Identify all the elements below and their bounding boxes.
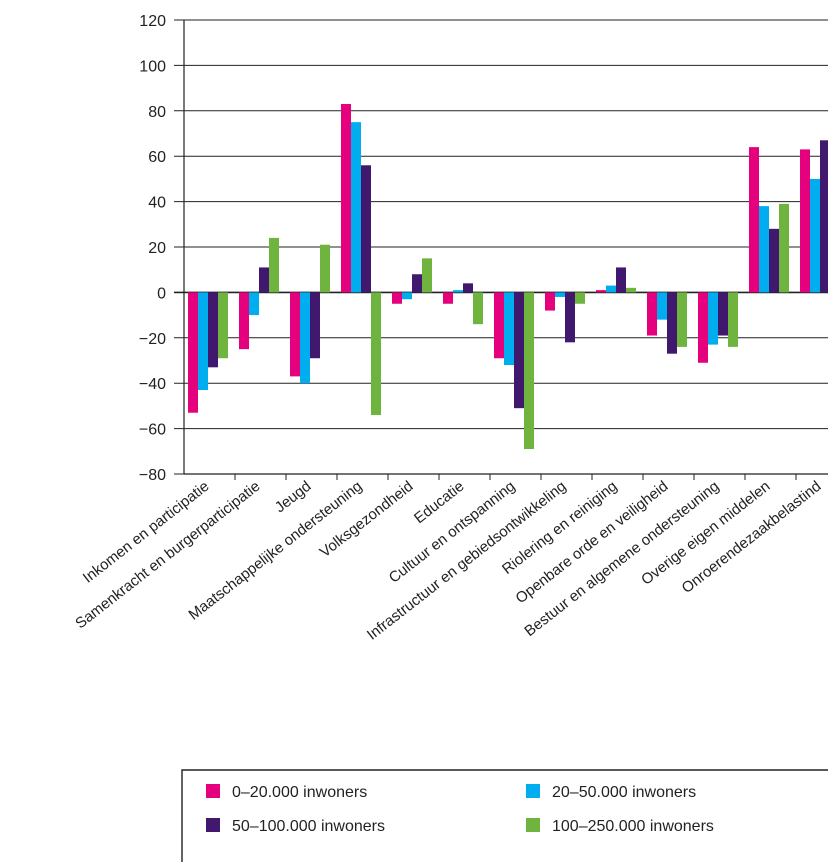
bar bbox=[361, 165, 371, 293]
bar bbox=[769, 228, 779, 293]
bar bbox=[667, 292, 677, 354]
bar bbox=[392, 292, 402, 304]
bar bbox=[422, 258, 432, 293]
bar bbox=[402, 292, 412, 300]
bar bbox=[514, 292, 524, 409]
bar bbox=[239, 292, 249, 350]
x-tick-label: Jeugd bbox=[272, 478, 315, 517]
bar bbox=[677, 292, 687, 347]
y-tick-label: 60 bbox=[148, 149, 166, 166]
legend-swatch bbox=[206, 784, 220, 798]
bar bbox=[565, 292, 575, 343]
y-tick-label: −40 bbox=[139, 376, 166, 393]
bar bbox=[596, 290, 606, 293]
bar bbox=[575, 292, 585, 304]
bar bbox=[555, 292, 565, 297]
x-tick-label: Samenkracht en burgerparticipatie bbox=[72, 478, 263, 633]
bar bbox=[259, 267, 269, 293]
bar bbox=[473, 292, 483, 325]
legend-label: 50–100.000 inwoners bbox=[232, 818, 385, 835]
bar bbox=[708, 292, 718, 345]
bar bbox=[320, 244, 330, 293]
y-tick-label: 100 bbox=[139, 58, 166, 75]
legend-frame bbox=[181, 769, 828, 862]
bar bbox=[218, 292, 228, 359]
bars bbox=[188, 103, 828, 450]
bar bbox=[810, 178, 820, 293]
bar bbox=[310, 292, 320, 359]
y-tick-label: −20 bbox=[139, 331, 166, 348]
bar bbox=[504, 292, 514, 366]
legend-label: 20–50.000 inwoners bbox=[552, 784, 696, 801]
bar bbox=[800, 149, 810, 293]
bar bbox=[494, 292, 504, 359]
bar bbox=[463, 283, 473, 293]
bar bbox=[300, 292, 310, 384]
bar bbox=[718, 292, 728, 336]
y-tick-label: 40 bbox=[148, 195, 166, 212]
bar bbox=[188, 292, 198, 413]
legend-swatch bbox=[526, 818, 540, 832]
bar bbox=[626, 287, 636, 293]
y-tick-label: −60 bbox=[139, 422, 166, 439]
y-tick-label: 80 bbox=[148, 104, 166, 121]
bar bbox=[249, 292, 259, 316]
legend-label: 0–20.000 inwoners bbox=[232, 784, 367, 801]
legend-swatch bbox=[206, 818, 220, 832]
bar bbox=[657, 292, 667, 320]
y-tick-label: −80 bbox=[139, 467, 166, 484]
bar bbox=[443, 292, 453, 304]
bar bbox=[759, 206, 769, 293]
bar bbox=[341, 103, 351, 293]
bar bbox=[208, 292, 218, 368]
bar bbox=[820, 140, 828, 293]
bar bbox=[198, 292, 208, 391]
bar bbox=[453, 290, 463, 293]
bar bbox=[371, 292, 381, 415]
bar bbox=[290, 292, 300, 377]
y-tick-label: 120 bbox=[139, 13, 166, 30]
bar bbox=[698, 292, 708, 363]
bar bbox=[545, 292, 555, 311]
legend-label: 100–250.000 inwoners bbox=[552, 818, 714, 835]
bar bbox=[779, 203, 789, 293]
bar bbox=[412, 274, 422, 293]
legend-swatch bbox=[526, 784, 540, 798]
y-tick-label: 20 bbox=[148, 240, 166, 257]
bar bbox=[269, 237, 279, 293]
y-tick-labels: −80 −60 −40 −20 0 20 40 60 80 100 120 bbox=[139, 13, 166, 484]
y-tick-label: 0 bbox=[157, 285, 166, 302]
bar bbox=[616, 267, 626, 293]
x-tick-label: Volksgezondheid bbox=[317, 478, 417, 561]
bar bbox=[728, 292, 738, 347]
axes bbox=[183, 20, 828, 480]
bar bbox=[351, 122, 361, 293]
bar bbox=[606, 285, 616, 293]
legend: 0–20.000 inwoners 20–50.000 inwoners 50–10… bbox=[181, 769, 828, 862]
bar bbox=[749, 147, 759, 293]
bar bbox=[524, 292, 534, 450]
bar bbox=[647, 292, 657, 336]
